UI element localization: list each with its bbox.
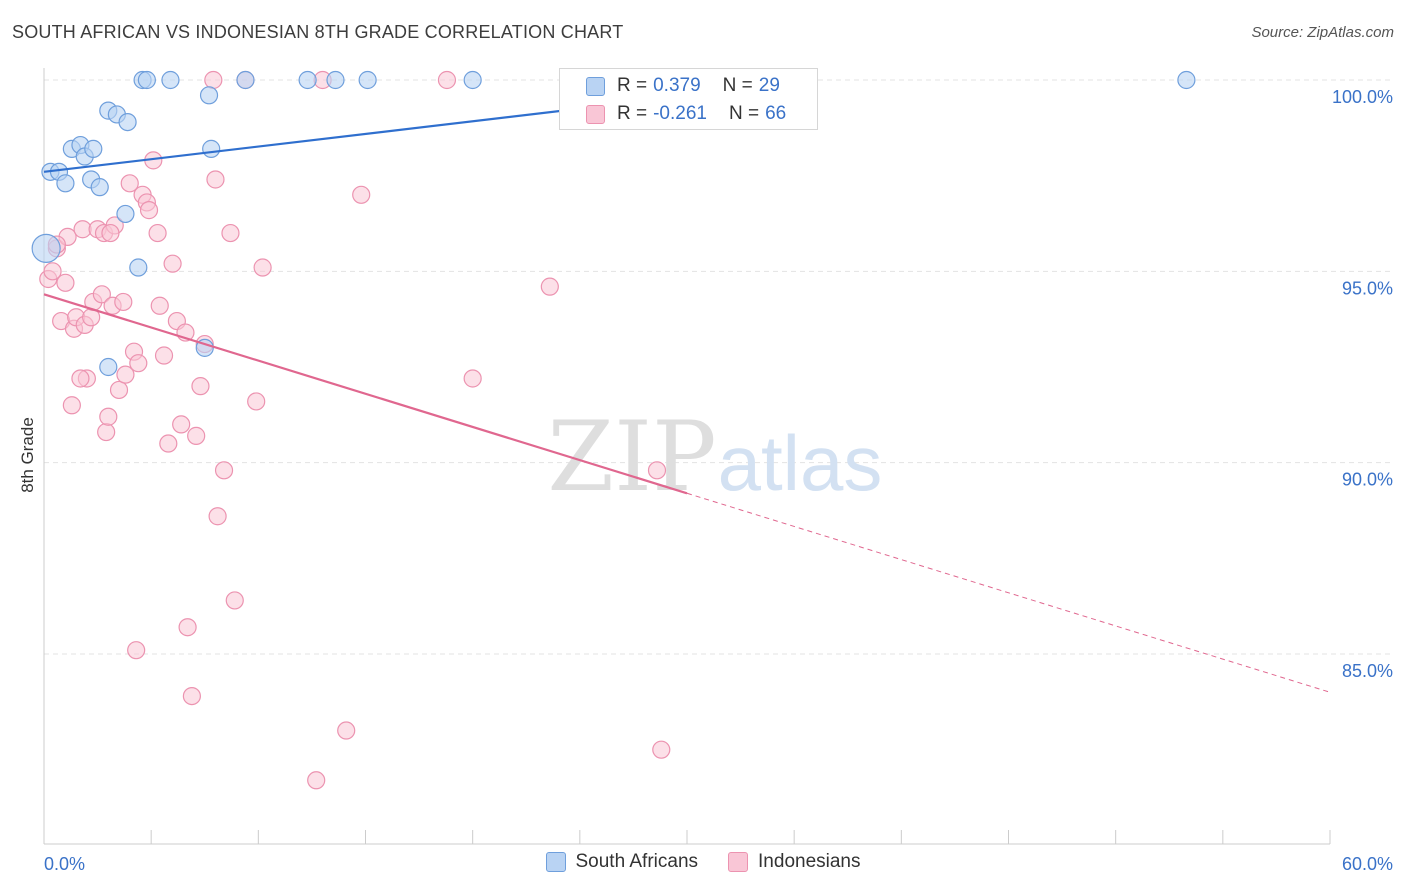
tick-labels: 85.0% 90.0% 95.0% 100.0% 0.0% 60.0% <box>44 87 1393 874</box>
indonesian-point <box>187 426 206 445</box>
watermark: ZIP atlas <box>547 401 882 513</box>
south-african-point <box>116 204 135 224</box>
indonesian-point <box>109 380 129 400</box>
legend-swatch-blue <box>586 76 605 96</box>
indonesian-point <box>463 369 482 388</box>
indonesian-point <box>182 686 201 706</box>
indonesian-point <box>652 740 671 759</box>
legend-label: Indonesians <box>758 851 861 872</box>
indonesian-point <box>127 641 146 660</box>
indonesian-point <box>247 392 266 411</box>
chart-title: SOUTH AFRICAN VS INDONESIAN 8TH GRADE CO… <box>12 22 624 42</box>
indonesians-trend-line <box>43 293 688 495</box>
y-tick-label: 95.0% <box>1342 278 1393 298</box>
south-african-point <box>236 70 255 90</box>
y-tick-label: 90.0% <box>1342 470 1393 490</box>
indonesian-point <box>101 223 120 243</box>
south-african-point <box>56 174 75 193</box>
legend-swatch-blue <box>545 852 566 872</box>
watermark-zip: ZIP <box>547 401 716 513</box>
indonesian-point <box>178 618 197 637</box>
indonesian-point <box>56 273 75 292</box>
indonesian-point <box>437 70 457 90</box>
indonesian-point <box>62 396 81 415</box>
indonesian-point <box>221 223 240 243</box>
indonesian-point <box>116 365 135 384</box>
indonesian-point <box>191 377 210 396</box>
legend-r-value: 0.379 <box>653 75 701 96</box>
series-legend: South Africans Indonesians <box>0 851 1406 873</box>
legend-label: South Africans <box>575 851 699 872</box>
watermark-atlas: atlas <box>718 419 883 507</box>
indonesian-point <box>114 292 133 312</box>
legend-swatch-pink <box>728 852 749 872</box>
south-african-point <box>129 258 148 277</box>
indonesian-point <box>71 369 90 388</box>
south-african-point <box>161 70 180 90</box>
legend-n-label: N = <box>728 103 760 124</box>
south-african-point <box>298 70 317 90</box>
indonesian-point <box>204 70 223 90</box>
y-tick-label: 100.0% <box>1332 87 1393 107</box>
south-african-point <box>84 139 103 158</box>
indonesian-point <box>139 201 159 220</box>
indonesian-point <box>337 721 356 740</box>
indonesian-point <box>540 277 559 296</box>
indonesian-point <box>99 407 118 426</box>
indonesians-trend-extension <box>686 492 1331 693</box>
south-african-point <box>358 70 377 90</box>
legend-swatch-pink <box>586 104 605 124</box>
indonesian-point <box>206 170 225 189</box>
indonesian-point <box>225 591 244 610</box>
indonesian-point <box>154 346 174 365</box>
indonesian-point <box>647 461 667 480</box>
legend-n-value: 29 <box>758 75 780 96</box>
source-label: Source: ZipAtlas.com <box>1251 24 1394 41</box>
x-tick-label-max: 60.0% <box>1342 854 1393 874</box>
legend-row-south-africans: R = 0.379 N = 29 <box>586 71 780 101</box>
x-tick-label-min: 0.0% <box>44 854 85 874</box>
legend-n-value: 66 <box>765 103 787 124</box>
legend-r-value: -0.261 <box>653 103 707 124</box>
indonesian-point <box>148 223 167 243</box>
south-african-point <box>31 233 61 263</box>
indonesian-point <box>307 771 326 790</box>
indonesian-point <box>253 258 272 277</box>
south-african-point <box>463 70 482 90</box>
indonesian-point <box>172 415 191 434</box>
legend-r-label: R = <box>617 75 648 96</box>
south-african-point <box>202 139 221 158</box>
grid-layer <box>44 79 1394 655</box>
indonesian-point <box>208 507 227 526</box>
indonesian-point <box>150 296 169 315</box>
indonesian-point <box>92 285 111 304</box>
legend-r-label: R = <box>617 103 648 124</box>
south-african-point <box>99 357 118 377</box>
south-african-point <box>137 70 156 90</box>
y-tick-label: 85.0% <box>1342 661 1393 681</box>
indonesian-point <box>214 461 234 480</box>
stats-legend: R = 0.379 N = 29 R = -0.261 N = 66 <box>559 68 818 130</box>
indonesian-point <box>352 185 371 204</box>
legend-n-label: N = <box>722 75 753 96</box>
legend-row-indonesians: R = -0.261 N = 66 <box>586 99 786 129</box>
indonesian-point <box>129 354 148 373</box>
indonesian-point <box>120 174 139 193</box>
south-african-point <box>1177 70 1196 90</box>
south-african-point <box>199 86 219 105</box>
south-african-point <box>90 178 109 197</box>
indonesian-point <box>163 254 182 273</box>
axis-layer <box>43 68 1331 845</box>
south-africans-points <box>31 70 1196 377</box>
indonesian-point <box>159 434 178 453</box>
indonesian-point <box>97 422 116 442</box>
south-african-point <box>118 112 137 132</box>
legend-item-indonesians[interactable]: Indonesians <box>728 851 861 873</box>
legend-item-south-africans[interactable]: South Africans <box>545 851 699 873</box>
south-african-point <box>326 70 345 90</box>
indonesian-point <box>43 262 62 281</box>
